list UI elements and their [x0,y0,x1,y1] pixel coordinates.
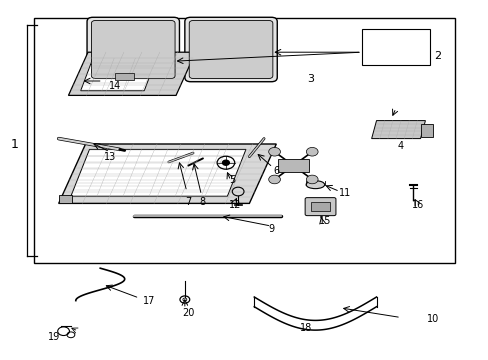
Text: 4: 4 [397,141,403,151]
Circle shape [222,160,229,165]
Polygon shape [71,149,245,196]
Text: 3: 3 [306,74,313,84]
FancyBboxPatch shape [87,17,179,82]
FancyBboxPatch shape [59,195,72,203]
Text: 12: 12 [228,200,241,210]
Text: 13: 13 [103,152,116,162]
Polygon shape [81,58,156,91]
Text: 20: 20 [182,308,194,318]
Text: 9: 9 [268,224,274,234]
FancyBboxPatch shape [189,21,272,78]
Polygon shape [68,52,195,95]
Text: 10: 10 [426,314,438,324]
Circle shape [305,175,317,184]
Circle shape [268,175,280,184]
Text: 18: 18 [299,323,311,333]
FancyBboxPatch shape [311,202,329,211]
Text: 15: 15 [318,216,331,226]
Polygon shape [371,121,425,139]
Bar [34,18,454,263]
FancyBboxPatch shape [361,29,429,65]
Text: 17: 17 [142,296,155,306]
FancyBboxPatch shape [91,21,175,78]
FancyBboxPatch shape [420,124,432,137]
Text: 6: 6 [273,166,279,176]
Polygon shape [59,144,276,203]
FancyBboxPatch shape [305,198,335,216]
Circle shape [268,148,280,156]
Ellipse shape [305,181,324,189]
Circle shape [305,148,317,156]
Text: 14: 14 [108,81,121,91]
Text: 16: 16 [411,200,424,210]
Text: 11: 11 [338,188,350,198]
Text: 2: 2 [433,51,440,61]
Text: 5: 5 [229,175,235,185]
FancyBboxPatch shape [277,159,308,172]
FancyBboxPatch shape [184,17,277,82]
Text: 8: 8 [200,197,205,207]
Text: 19: 19 [47,332,60,342]
FancyBboxPatch shape [115,73,134,80]
Text: 1: 1 [11,138,19,150]
Text: 7: 7 [185,197,191,207]
